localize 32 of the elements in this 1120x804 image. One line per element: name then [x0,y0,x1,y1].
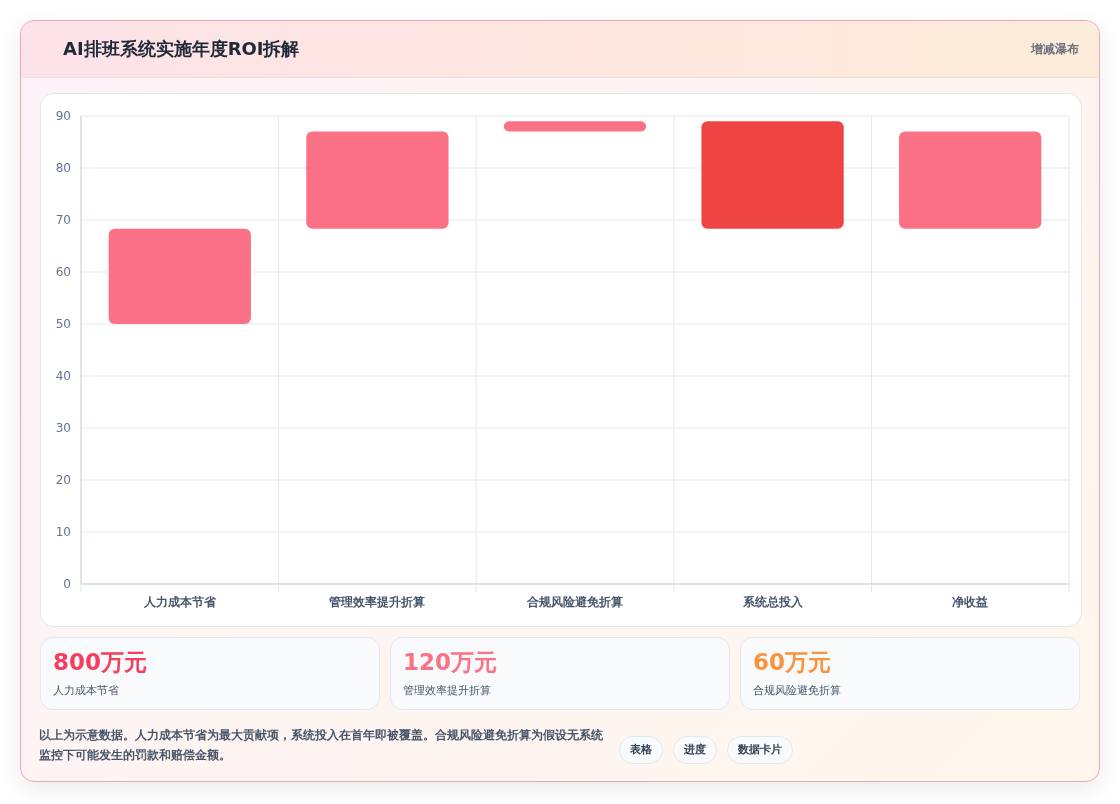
category-label: 人力成本节省 [53,683,119,698]
x-tick-label: 管理效率提升折算 [328,595,426,609]
y-tick-label: 20 [55,473,71,487]
y-tick-label: 80 [55,161,71,175]
category-label: 管理效率提升折算 [403,683,491,698]
y-tick-label: 40 [55,369,71,383]
chart-subtitle: 增减瀑布 [1031,41,1079,58]
y-tick-label: 60 [55,265,71,279]
text: 数据卡片 [727,736,793,764]
y-tick-label: 90 [55,109,71,123]
y-tick-label: 50 [55,317,71,331]
text: 以上为示意数据。人力成本节省为最大贡献项，系统投入在首年即被覆盖。合规风险避免折算为假设无系统监控下可能发生的罚款和赔偿金额。 [39,727,604,764]
y-tick-label: 30 [55,421,71,435]
text: 进度 [673,736,717,764]
chart-title: AI排班系统实施年度ROI拆解 [63,37,300,61]
bar [503,121,647,132]
category-label: 合规风险避免折算 [753,683,841,698]
x-tick-label: 净收益 [952,595,989,609]
y-tick-label: 70 [55,213,71,227]
y-tick-label: 0 [63,577,71,591]
x-tick-label: 系统总投入 [741,595,804,609]
bar [306,131,449,229]
y-tick-label: 10 [55,525,71,539]
text: 表格 [619,736,663,764]
data-label: 60万元 [753,648,832,677]
x-tick-label: 合规风险避免折算 [526,595,623,609]
bar [108,228,251,324]
data-label: 120万元 [403,648,498,677]
bar [899,131,1042,229]
x-tick-label: 人力成本节省 [142,595,217,609]
bar [701,121,844,229]
data-label: 800万元 [53,648,148,677]
